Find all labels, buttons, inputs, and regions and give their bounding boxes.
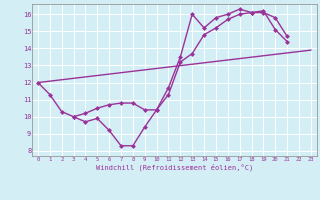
X-axis label: Windchill (Refroidissement éolien,°C): Windchill (Refroidissement éolien,°C): [96, 163, 253, 171]
